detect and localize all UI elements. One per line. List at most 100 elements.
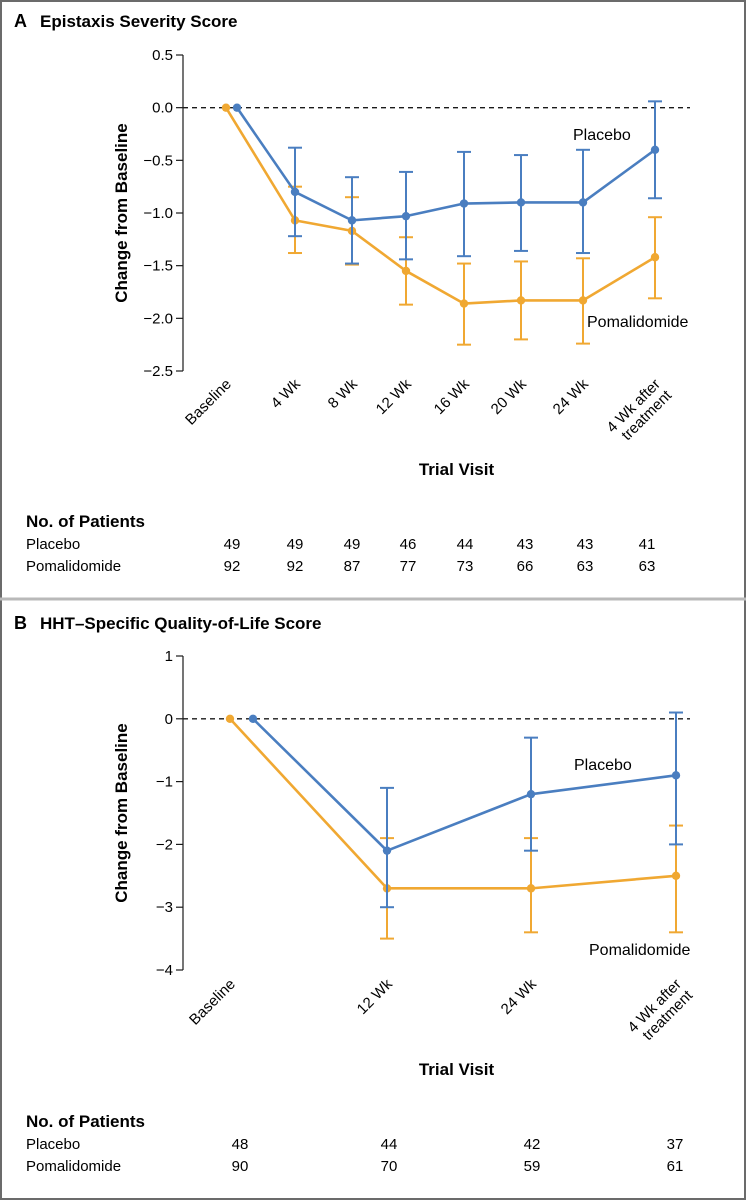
y-tick-label: 1: [165, 648, 173, 665]
patients-count: 92: [224, 558, 241, 575]
y-tick-label: −1.5: [143, 258, 173, 275]
x-tick-label: 12 Wk: [373, 375, 415, 417]
y-tick-label: 0: [165, 711, 173, 728]
y-tick-label: −1: [156, 774, 173, 791]
x-tick-label: Baseline: [182, 376, 235, 429]
panel-letter: B: [14, 613, 27, 633]
panel-letter: A: [14, 11, 27, 31]
series-label: Placebo: [573, 127, 631, 144]
patients-count: 37: [667, 1136, 684, 1153]
x-axis-title: Trial Visit: [419, 1060, 495, 1079]
data-point: [526, 884, 536, 893]
x-tick-label: 20 Wk: [488, 375, 530, 417]
data-point: [401, 211, 411, 221]
data-point: [578, 198, 588, 207]
series-pomalidomide: Pomalidomide: [225, 714, 690, 959]
x-tick-label-line: Baseline: [182, 376, 235, 429]
patients-title: No. of Patients: [26, 1112, 145, 1131]
x-tick-label: 4 Wk aftertreatment: [624, 975, 696, 1047]
data-point: [459, 199, 469, 208]
x-tick-label-line: 4 Wk: [268, 375, 305, 412]
patients-count: 63: [639, 558, 656, 575]
chart-title: HHT–Specific Quality-of-Life Score: [40, 614, 322, 633]
y-tick-label: 0.5: [152, 47, 173, 64]
patients-count: 44: [381, 1136, 398, 1153]
data-point: [578, 296, 588, 305]
patients-count: 49: [224, 536, 241, 553]
data-point: [526, 789, 536, 799]
series-label: Pomalidomide: [589, 942, 690, 959]
data-point: [401, 266, 411, 276]
patients-count: 66: [517, 558, 534, 575]
data-point: [221, 103, 231, 112]
patients-count: 92: [287, 558, 304, 575]
x-tick-label-line: 20 Wk: [488, 375, 530, 417]
panel-a: A Epistaxis Severity Score 0.5 0.0 −0.5 −1.0 −…: [14, 11, 690, 575]
x-tick-label-line: 12 Wk: [354, 975, 396, 1017]
data-point: [347, 216, 357, 225]
x-tick-label-line: 24 Wk: [550, 375, 592, 417]
data-point: [650, 145, 660, 154]
patients-count: 42: [524, 1136, 541, 1153]
y-tick-label: −2.5: [143, 363, 173, 380]
patients-count: 43: [517, 536, 534, 553]
series-placebo: Placebo: [248, 711, 683, 909]
x-tick-label: 8 Wk: [325, 375, 362, 412]
y-tick-label: −4: [156, 962, 173, 979]
series-line: [252, 717, 677, 852]
x-tick-label-line: 16 Wk: [431, 375, 473, 417]
patients-count: 73: [457, 558, 474, 575]
patients-count: 46: [400, 536, 417, 553]
patients-title: No. of Patients: [26, 512, 145, 531]
x-tick-label-line: 8 Wk: [325, 375, 362, 412]
patients-count: 41: [639, 536, 656, 553]
x-tick-label-line: Baseline: [186, 976, 239, 1029]
patients-count: 48: [232, 1136, 249, 1153]
data-point: [671, 771, 681, 780]
x-tick-label: Baseline: [186, 976, 239, 1029]
y-tick-label: 0.0: [152, 100, 173, 117]
chart-title: Epistaxis Severity Score: [40, 12, 238, 31]
patients-count: 61: [667, 1158, 684, 1175]
panel-b: B HHT–Specific Quality-of-Life Score 1 0 −1 −…: [14, 613, 697, 1175]
patients-count: 59: [524, 1158, 541, 1175]
data-point: [671, 871, 681, 880]
y-tick-label: −3: [156, 899, 173, 916]
y-tick-label: −1.0: [143, 205, 173, 222]
patients-row-name: Pomalidomide: [26, 1158, 121, 1175]
patients-count: 63: [577, 558, 594, 575]
data-point: [459, 299, 469, 308]
x-tick-label: 16 Wk: [431, 375, 473, 417]
patients-count: 70: [381, 1158, 398, 1175]
data-point: [232, 103, 242, 112]
series-line: [224, 106, 656, 305]
data-point: [516, 296, 526, 305]
y-tick-label: −0.5: [143, 152, 173, 169]
patients-count: 49: [287, 536, 304, 553]
data-point: [225, 714, 235, 723]
x-tick-label: 24 Wk: [498, 975, 540, 1017]
series-line: [229, 717, 677, 890]
x-tick-label-line: 24 Wk: [498, 975, 540, 1017]
patients-count: 77: [400, 558, 417, 575]
patients-count: 49: [344, 536, 361, 553]
patients-count: 87: [344, 558, 361, 575]
x-axis-title: Trial Visit: [419, 460, 495, 479]
data-point: [248, 714, 258, 723]
y-axis-title: Change from Baseline: [112, 723, 131, 903]
y-tick-label: −2: [156, 836, 173, 853]
x-tick-label: 24 Wk: [550, 375, 592, 417]
data-point: [650, 253, 660, 262]
series-line: [235, 106, 656, 222]
y-tick-label: −2.0: [143, 310, 173, 327]
y-axis-title: Change from Baseline: [112, 123, 131, 303]
data-point: [382, 846, 392, 855]
x-tick-label: 4 Wk aftertreatment: [603, 375, 675, 447]
data-point: [290, 187, 300, 197]
patients-row-name: Placebo: [26, 536, 80, 553]
series-label: Placebo: [574, 757, 632, 774]
patients-row-name: Pomalidomide: [26, 558, 121, 575]
patients-count: 43: [577, 536, 594, 553]
patients-count: 90: [232, 1158, 249, 1175]
